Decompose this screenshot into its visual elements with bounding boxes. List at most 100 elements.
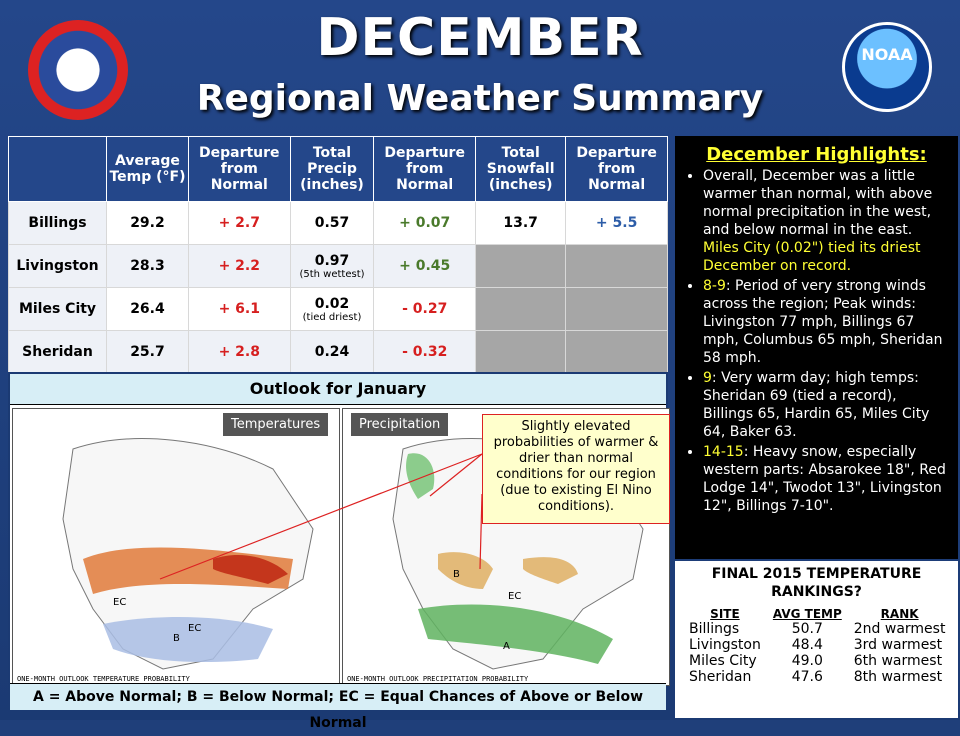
snow-departure-empty [565, 287, 668, 331]
temp-departure: + 6.1 [187, 287, 291, 331]
stats-header-row: Average Temp (°F) Departure from Normal … [8, 136, 668, 202]
precip-value: 0.57 [314, 215, 350, 231]
avg-temp: 25.7 [106, 330, 189, 374]
avg-temp: 29.2 [106, 201, 189, 245]
temperature-caption: ONE-MONTH OUTLOOK TEMPERATURE PROBABILIT… [17, 675, 190, 683]
snowfall-empty [475, 330, 567, 374]
rank-value: 6th warmest [853, 653, 943, 669]
col-header-avg-temp: Average Temp (°F) [106, 136, 189, 202]
svg-text:B: B [173, 633, 180, 644]
snowfall-empty [475, 244, 567, 288]
precip-value: 0.02 [314, 295, 350, 312]
rank-site: Billings [689, 621, 740, 637]
precip: 0.57 [289, 201, 375, 245]
precip-value: 0.24 [314, 344, 350, 360]
precip-note: (tied driest) [302, 311, 362, 323]
outlook-panel: Outlook for January EC B EC Temperatures… [8, 372, 670, 731]
avg-temp: 26.4 [106, 287, 189, 331]
col-header-precip-departure: Departure from Normal [373, 136, 477, 202]
col-header-avg-temp: AVG TEMP [772, 607, 842, 621]
nws-logo [28, 20, 128, 120]
callout-arrows [159, 453, 483, 580]
list-item: 9: Very warm day; high temps: Sheridan 6… [703, 369, 950, 441]
precip-departure: + 0.07 [373, 201, 477, 245]
site-name: Livingston [8, 244, 107, 288]
rankings-table: SITE AVG TEMP RANK Billings 50.7 2nd warme… [683, 607, 951, 685]
outlook-legend: A = Above Normal; B = Below Normal; EC =… [10, 683, 666, 731]
table-row: Miles City 49.0 6th warmest [683, 653, 951, 669]
rank-temp: 48.4 [791, 637, 823, 653]
site-name: Sheridan [8, 330, 107, 374]
snow-departure-empty [565, 330, 668, 374]
highlight-date: 8-9 [703, 278, 726, 294]
precip-value: 0.97 [314, 252, 350, 269]
col-header-snow-departure: Departure from Normal [565, 136, 668, 202]
rank-site: Miles City [689, 653, 757, 669]
highlight-text: : Very warm day; high temps: Sheridan 69… [703, 370, 930, 440]
rank-temp: 49.0 [791, 653, 823, 669]
stats-corner [8, 136, 107, 202]
temp-departure: + 2.7 [187, 201, 291, 245]
outlook-callout: Slightly elevated probabilities of warme… [482, 414, 670, 524]
rank-site: Sheridan [689, 669, 752, 685]
snowfall-empty [475, 287, 567, 331]
temp-departure: + 2.8 [187, 330, 291, 374]
highlights-panel: December Highlights: Overall, December w… [675, 136, 958, 559]
table-row: Livingston 48.4 3rd warmest [683, 637, 951, 653]
precip-departure: - 0.27 [373, 287, 477, 331]
slide: NOAA DECEMBER Regional Weather Summary A… [0, 0, 960, 720]
table-row: Sheridan 25.7 + 2.8 0.24 - 0.32 [8, 330, 668, 374]
col-header-snowfall: Total Snowfall (inches) [475, 136, 567, 202]
table-row: Billings 50.7 2nd warmest [683, 621, 951, 637]
highlight-tail: Miles City (0.02") tied its driest Decem… [703, 240, 921, 274]
list-item: 14-15: Heavy snow, especially western pa… [703, 443, 950, 515]
svg-text:EC: EC [508, 591, 521, 602]
rankings-header-row: SITE AVG TEMP RANK [683, 607, 951, 621]
col-header-precip: Total Precip (inches) [289, 136, 375, 202]
rank-temp: 50.7 [791, 621, 823, 637]
list-item: Overall, December was a little warmer th… [703, 167, 950, 275]
noaa-logo: NOAA [842, 22, 932, 112]
col-header-rank: RANK [880, 607, 919, 621]
precip: 0.97 (5th wettest) [289, 244, 375, 288]
col-header-temp-departure: Departure from Normal [187, 136, 291, 202]
rank-site: Livingston [689, 637, 761, 653]
highlight-text: Overall, December was a little warmer th… [703, 168, 933, 238]
highlight-date: 9 [703, 370, 712, 386]
site-name: Billings [8, 201, 107, 245]
col-header-site: SITE [710, 607, 740, 621]
highlight-text: : Heavy snow, especially western parts: … [703, 444, 946, 514]
table-row: Livingston 28.3 + 2.2 0.97 (5th wettest) … [8, 244, 668, 288]
list-item: 8-9: Period of very strong winds across … [703, 277, 950, 367]
table-row: Billings 29.2 + 2.7 0.57 + 0.07 13.7 + 5… [8, 201, 668, 245]
svg-text:EC: EC [188, 623, 201, 634]
svg-text:A: A [503, 641, 510, 652]
svg-text:EC: EC [113, 597, 126, 608]
temperature-label: Temperatures [223, 413, 329, 436]
temperature-outlook-map: EC B EC Temperatures ONE-MONTH OUTLOOK T… [12, 408, 340, 686]
snow-departure: + 5.5 [565, 201, 668, 245]
table-row: Sheridan 47.6 8th warmest [683, 669, 951, 685]
rank-temp: 47.6 [791, 669, 823, 685]
temp-departure: + 2.2 [187, 244, 291, 288]
precipitation-caption: ONE-MONTH OUTLOOK PRECIPITATION PROBABIL… [347, 675, 529, 683]
svg-text:B: B [453, 569, 460, 580]
rankings-panel: FINAL 2015 TEMPERATURE RANKINGS? SITE AV… [675, 561, 958, 718]
precipitation-label: Precipitation [351, 413, 449, 436]
stats-table: Average Temp (°F) Departure from Normal … [8, 136, 668, 374]
site-name: Miles City [8, 287, 107, 331]
precip-note: (5th wettest) [299, 268, 365, 280]
precip: 0.24 [289, 330, 375, 374]
rankings-title: FINAL 2015 TEMPERATURE RANKINGS? [711, 566, 922, 600]
highlight-date: 14-15 [703, 444, 744, 460]
snow-departure-empty [565, 244, 668, 288]
highlight-text: : Period of very strong winds across the… [703, 278, 943, 366]
rank-value: 3rd warmest [853, 637, 943, 653]
temperature-map-graphic: EC B EC [62, 438, 314, 670]
avg-temp: 28.3 [106, 244, 189, 288]
snowfall: 13.7 [475, 201, 567, 245]
outlook-title: Outlook for January [10, 374, 666, 405]
precip: 0.02 (tied driest) [289, 287, 375, 331]
page-title: DECEMBER [316, 8, 644, 68]
table-row: Miles City 26.4 + 6.1 0.02 (tied driest) … [8, 287, 668, 331]
